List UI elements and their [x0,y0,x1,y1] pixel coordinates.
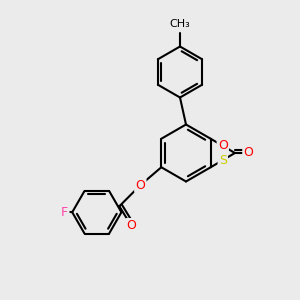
Text: S: S [219,154,227,166]
Text: O: O [244,146,253,160]
Text: O: O [218,140,228,152]
Text: CH₃: CH₃ [169,20,190,29]
Text: O: O [126,219,136,232]
Text: F: F [61,206,68,219]
Text: O: O [135,179,145,192]
